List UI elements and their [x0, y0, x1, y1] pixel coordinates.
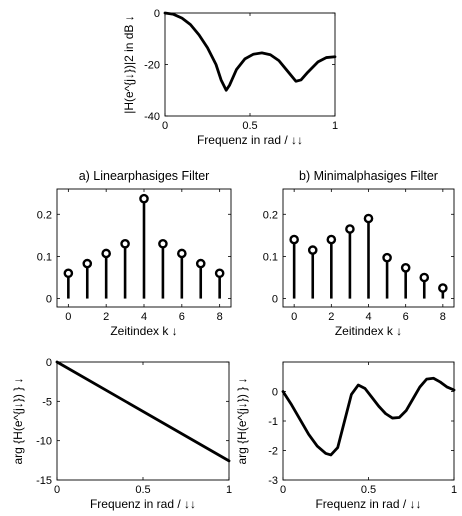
- x-tick-label: 6: [403, 311, 409, 323]
- stem-marker: [158, 238, 168, 249]
- stem-marker: [363, 213, 374, 224]
- series-line: [163, 11, 337, 92]
- stem-marker: [382, 252, 392, 263]
- y-tick-label: 0.1: [263, 251, 278, 263]
- y-tick-label: 0: [272, 387, 278, 399]
- chart-impulse-minimum: 0 2 4 6 8 0 0.1 0.2 b) Minimalphasiges Filter Zei…: [263, 169, 455, 338]
- series-line: [55, 360, 231, 463]
- chart-phase-linear: 0 0.5 1 0 -5 -10 -15 Frequenz in rad / ↓↓ arg {H…: [11, 357, 232, 511]
- x-tick-label: 6: [179, 311, 185, 323]
- x-tick-label: 0: [291, 311, 297, 323]
- x-tick-label: 0.5: [135, 484, 150, 496]
- x-axis-label: Frequenz in rad / ↓↓: [90, 497, 196, 511]
- x-tick-label: 8: [440, 311, 446, 323]
- y-tick-label: 0: [272, 294, 278, 306]
- stem-marker: [438, 283, 448, 293]
- x-tick-label: 0: [162, 120, 168, 132]
- y-axis-label: |H(e^{j↓})|2 in dB ↓: [122, 15, 136, 114]
- y-tick-label: 0.2: [37, 209, 52, 221]
- chart-impulse-linear: 0 2 4 6 8 0 0.1 0.2 a) Linearphasiges Filter Zeit…: [37, 169, 232, 338]
- stem-marker: [326, 234, 337, 245]
- y-tick-label: 0: [46, 294, 52, 306]
- x-tick-label: 2: [328, 311, 334, 323]
- y-tick-label: 0.1: [37, 251, 52, 263]
- stem-marker: [419, 272, 430, 283]
- stem-marker: [82, 258, 93, 269]
- y-tick-label: -3: [268, 475, 278, 487]
- x-tick-label: 1: [226, 484, 232, 496]
- chart-title: a) Linearphasiges Filter: [79, 169, 210, 183]
- x-axis-label: Zeitindex k ↓: [110, 324, 177, 338]
- x-tick-label: 1: [451, 484, 457, 496]
- y-tick-label: 0.2: [263, 209, 278, 221]
- x-tick-label: 0: [54, 484, 60, 496]
- stem-marker: [63, 268, 74, 279]
- x-axis-label: Frequenz in rad / ↓↓: [197, 133, 303, 147]
- x-tick-label: 1: [332, 120, 338, 132]
- chart-title: b) Minimalphasiges Filter: [299, 169, 438, 183]
- stem-marker: [400, 263, 411, 273]
- chart-phase-minimum: 0 0.5 1 0 -1 -2 -3 Frequenz in rad / ↓↓ arg {H(e…: [235, 361, 457, 511]
- stem-marker: [139, 193, 149, 204]
- y-tick-label: 0: [154, 8, 160, 20]
- stem-marker: [214, 268, 225, 279]
- stem-marker: [307, 245, 318, 255]
- stem-marker: [177, 248, 187, 259]
- stem-marker: [120, 238, 130, 249]
- plot-frame: [56, 361, 230, 481]
- y-tick-label: -20: [144, 60, 160, 72]
- stem-marker: [289, 234, 299, 245]
- x-tick-label: 0.5: [361, 484, 376, 496]
- stem-marker: [195, 258, 206, 269]
- y-axis-label: arg {H(e^{j↓}) } ↓: [11, 377, 25, 464]
- x-tick-label: 0: [280, 484, 286, 496]
- y-tick-label: -10: [36, 436, 52, 448]
- x-axis-label: Zeitindex k ↓: [335, 324, 402, 338]
- chart-magnitude: 0 0.5 1 0 -20 -40 Frequenz in rad / ↓↓ |H(e^{j↓…: [122, 8, 338, 147]
- y-axis-label: arg {H(e^{j↓}) } ↓: [235, 377, 249, 464]
- y-tick-label: -40: [144, 111, 160, 123]
- x-tick-label: 4: [141, 311, 147, 323]
- y-tick-label: -15: [36, 475, 52, 487]
- series-line: [281, 376, 456, 457]
- x-tick-label: 0.5: [242, 120, 257, 132]
- plot-frame: [164, 12, 336, 117]
- y-tick-label: -5: [42, 396, 52, 408]
- y-tick-label: -1: [268, 416, 278, 428]
- y-tick-label: 0: [46, 357, 52, 369]
- x-axis-label: Frequenz in rad / ↓↓: [315, 497, 421, 511]
- x-tick-label: 2: [103, 311, 109, 323]
- stem-marker: [101, 248, 111, 259]
- y-tick-label: -2: [268, 446, 278, 458]
- x-tick-label: 0: [65, 311, 71, 323]
- x-tick-label: 4: [365, 311, 371, 323]
- stem-marker: [345, 224, 355, 234]
- x-tick-label: 8: [217, 311, 223, 323]
